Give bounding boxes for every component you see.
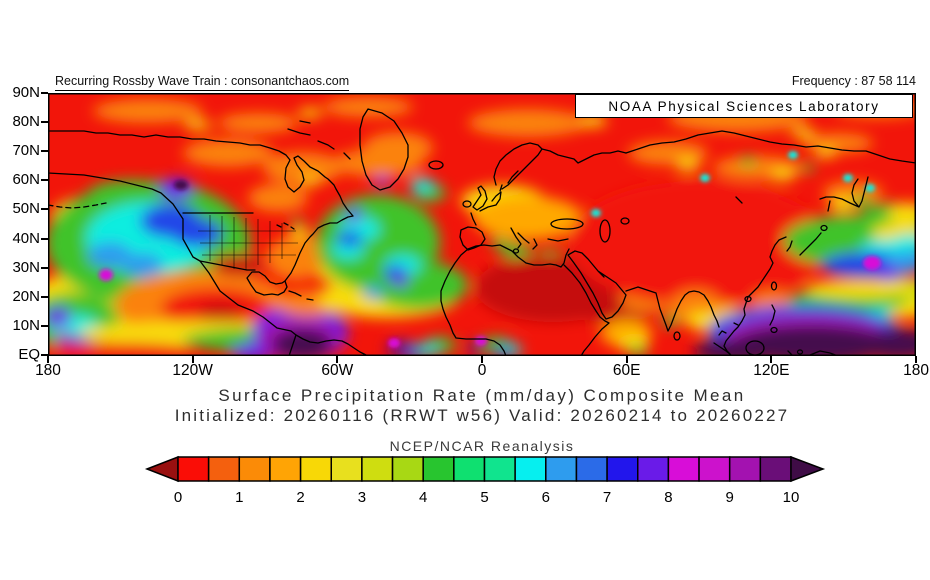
colorbar-tick-label: 7 bbox=[603, 489, 611, 506]
lat-tick bbox=[41, 237, 48, 240]
colorbar-tick-label: 9 bbox=[726, 489, 734, 506]
colorbar-under-arrow bbox=[144, 455, 179, 483]
colorbar-cell bbox=[330, 456, 363, 482]
lon-tick bbox=[191, 356, 194, 363]
colorbar-cell bbox=[545, 456, 578, 482]
frequency-note: Frequency : 87 58 114 bbox=[791, 74, 916, 88]
lon-tick bbox=[770, 356, 773, 363]
lat-tick bbox=[41, 295, 48, 298]
lat-tick-label: 40N bbox=[12, 229, 40, 247]
run-note: Recurring Rossby Wave Train : consonantc… bbox=[55, 74, 350, 91]
credit-box: NOAA Physical Sciences Laboratory bbox=[575, 94, 913, 118]
colorbar-cell bbox=[177, 456, 210, 482]
colorbar-cell bbox=[207, 456, 241, 482]
colorbar-svg: 0 1 2 3 4 5 6 7 8 9 10 bbox=[144, 455, 826, 506]
lat-tick-label: EQ bbox=[18, 345, 40, 363]
lat-tick-label: 90N bbox=[12, 84, 40, 101]
lon-tick bbox=[481, 356, 483, 363]
lon-tick-label: 120E bbox=[753, 362, 790, 379]
colorbar-cell bbox=[667, 456, 700, 482]
colorbar-cell bbox=[606, 456, 639, 482]
lat-tick-label: 60N bbox=[12, 171, 40, 189]
lon-tick-label: 60E bbox=[612, 362, 641, 379]
colorbar-cell bbox=[483, 456, 516, 482]
lat-tick bbox=[41, 92, 48, 94]
us-state-borders bbox=[198, 215, 298, 270]
lat-tick-label: 20N bbox=[12, 287, 40, 305]
lat-tick-label: 50N bbox=[12, 200, 40, 218]
precip-map bbox=[48, 93, 916, 356]
credit-box-label: NOAA Physical Sciences Laboratory bbox=[608, 98, 880, 114]
colorbar-cell bbox=[637, 456, 670, 482]
map-frame bbox=[48, 93, 916, 356]
lat-tick bbox=[41, 353, 48, 356]
lon-tick-label: 120W bbox=[172, 362, 213, 379]
lat-tick-label: 10N bbox=[12, 316, 40, 334]
colorbar-over-arrow bbox=[790, 455, 826, 483]
lat-tick-label: 30N bbox=[12, 258, 40, 276]
lon-tick bbox=[625, 356, 628, 363]
map-panel bbox=[48, 93, 916, 356]
lat-tick-label: 80N bbox=[12, 113, 40, 131]
lat-tick bbox=[41, 266, 48, 269]
lat-tick bbox=[41, 179, 48, 182]
colorbar-cell bbox=[391, 456, 424, 482]
lat-tick bbox=[41, 208, 48, 211]
lon-tick bbox=[336, 356, 339, 363]
colorbar-cell bbox=[728, 456, 762, 482]
colorbar-cell bbox=[575, 456, 608, 482]
colorbar: 0 1 2 3 4 5 6 7 8 9 10 bbox=[140, 454, 840, 506]
chart-title: Surface Precipitation Rate (mm/day) Comp… bbox=[218, 386, 746, 405]
colorbar-tick-label: 4 bbox=[419, 489, 427, 506]
colorbar-cell bbox=[422, 456, 455, 482]
colorbar-cell bbox=[269, 456, 302, 482]
lon-tick-label: 0 bbox=[477, 362, 487, 379]
precip-field bbox=[48, 93, 916, 356]
colorbar-tick-label: 1 bbox=[235, 489, 243, 506]
colorbar-cell bbox=[361, 456, 394, 482]
colorbar-tick-label: 6 bbox=[542, 489, 550, 506]
colorbar-tick-label: 10 bbox=[783, 489, 800, 506]
lon-tick bbox=[47, 356, 49, 363]
lon-tick-label: 60W bbox=[321, 362, 354, 379]
coastlines bbox=[48, 108, 916, 356]
lat-tick bbox=[41, 150, 48, 153]
colorbar-tick-label: 2 bbox=[296, 489, 304, 506]
colorbar-cell bbox=[514, 456, 547, 482]
colorbar-tick-label: 8 bbox=[664, 489, 672, 506]
colorbar-cell bbox=[238, 456, 271, 482]
lat-tick bbox=[41, 121, 48, 124]
colorbar-cell bbox=[759, 456, 792, 482]
colorbar-cell bbox=[299, 456, 333, 482]
colorbar-tick-label: 5 bbox=[480, 489, 488, 506]
lon-tick-label: 180 bbox=[903, 362, 929, 379]
chart-subtitle: Initialized: 20260116 (RRWT w56) Valid: … bbox=[174, 406, 790, 425]
lat-tick bbox=[41, 324, 48, 327]
colorbar-cell bbox=[698, 456, 731, 482]
colorbar-cell bbox=[453, 456, 486, 482]
lat-tick-label: 70N bbox=[12, 142, 40, 160]
data-source-label: NCEP/NCAR Reanalysis bbox=[389, 438, 575, 454]
colorbar-tick-label: 3 bbox=[358, 489, 366, 506]
colorbar-tick-label: 0 bbox=[174, 489, 182, 506]
lon-tick-label: 180 bbox=[35, 362, 61, 379]
lon-tick bbox=[915, 356, 918, 363]
